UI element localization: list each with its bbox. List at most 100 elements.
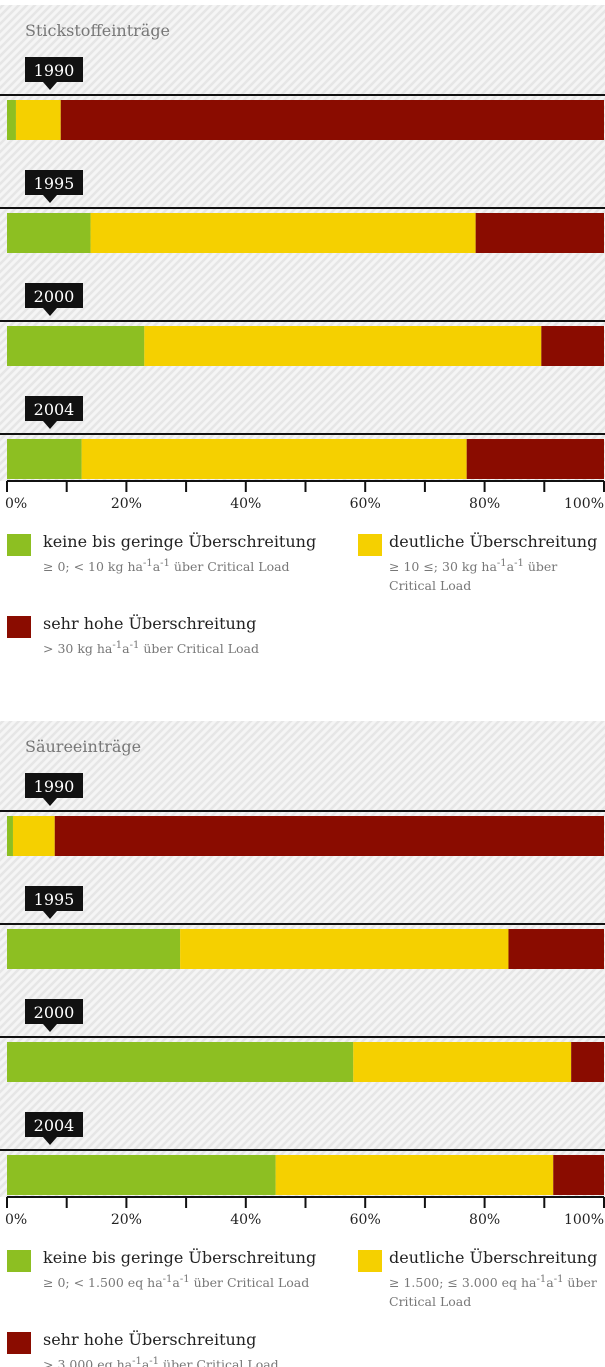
bar-segment [12, 816, 55, 856]
bar-segment [7, 816, 13, 856]
legend-swatch [7, 1250, 31, 1272]
legend-name: keine bis geringe Überschreitung [43, 532, 317, 551]
x-tick-label: 60% [350, 496, 381, 512]
bar-segment [7, 213, 91, 253]
bar-segment [275, 1155, 554, 1195]
year-label: 1995 [34, 890, 75, 909]
x-tick-label: 80% [469, 496, 500, 512]
note-part: a [152, 559, 161, 575]
year-tag [25, 886, 83, 919]
bar-segment [90, 213, 476, 253]
bar-segment [553, 1155, 604, 1195]
note-part: -1 [132, 1356, 142, 1367]
bar-segment [508, 929, 604, 969]
legend-note: ≥ 0; < 1.500 eq ha-1a-1 über Critical Lo… [43, 1270, 327, 1292]
chart: Säureeinträge 1990 1995 2000 2004 0% 20% 40% 60%… [0, 721, 605, 1228]
bar-segment [7, 929, 181, 969]
bar-segment [541, 326, 604, 366]
bar-segment [7, 439, 82, 479]
x-tick-label: 100% [564, 496, 604, 512]
year-label: 1990 [34, 777, 75, 796]
note-part: -1 [160, 558, 170, 569]
chart-panel: Stickstoffeinträge 1990 1995 2000 2004 0% 20% 4… [0, 0, 605, 656]
legend-note: ≥ 0; < 10 kg ha-1a-1 über Critical Load [43, 554, 327, 576]
year-label: 2004 [34, 1116, 75, 1135]
year-tag [25, 1112, 83, 1145]
chart-title: Stickstoffeinträge [25, 21, 170, 40]
legend-name: deutliche Überschreitung [389, 532, 598, 551]
x-tick-label: 20% [111, 1212, 142, 1228]
note-part: -1 [496, 558, 507, 569]
year-label: 2000 [34, 287, 75, 306]
legend-note: > 30 kg ha-1a-1 über Critical Load [43, 636, 327, 658]
year-label: 1990 [34, 61, 75, 80]
year-tag [25, 773, 83, 806]
bar-segment [15, 100, 61, 140]
note-part: ≥ 0; < 10 kg ha [43, 559, 143, 575]
legend-swatch [7, 616, 31, 638]
bar-segment [475, 213, 604, 253]
year-label: 2000 [34, 1003, 75, 1022]
bar-segment [571, 1042, 604, 1082]
note-part: -1 [162, 1274, 173, 1285]
note-part: über Critical Load [169, 559, 290, 575]
legend-swatch [358, 534, 382, 556]
note-part: -1 [112, 640, 123, 651]
note-part: über Critical Load [159, 1357, 279, 1367]
legend-note: ≥ 10 ≤; 30 kg ha-1a-1 über Critical Load [389, 554, 598, 595]
legend-name: deutliche Überschreitung [389, 1248, 598, 1267]
note-part: über Critical Load [139, 641, 259, 657]
note-part: über Critical Load [189, 1275, 310, 1291]
x-tick-label: 40% [230, 1212, 261, 1228]
legend-item: keine bis geringe Überschreitung ≥ 0; < 1… [7, 1248, 327, 1308]
year-tag [25, 170, 83, 203]
year-tag [25, 396, 83, 429]
legend-name: keine bis geringe Überschreitung [43, 1248, 317, 1267]
note-part: -1 [536, 1274, 547, 1285]
note-part: ≥ 10 ≤; 30 kg ha [389, 559, 497, 575]
legend-note: > 3.000 eq ha-1a-1 über Critical Load [43, 1352, 327, 1367]
bar-segment [60, 100, 605, 140]
legend-swatch [7, 534, 31, 556]
x-tick-label: 100% [564, 1212, 604, 1228]
year-tag [25, 57, 83, 90]
note-part: -1 [514, 558, 524, 569]
bar-segment [7, 1155, 276, 1195]
legend-name: sehr hohe Überschreitung [43, 614, 257, 633]
note-part: über Critical Load [389, 1275, 597, 1310]
x-tick-label: 80% [469, 1212, 500, 1228]
year-tag [25, 999, 83, 1032]
legend-item: deutliche Überschreitung ≥ 10 ≤; 30 kg ha… [358, 532, 598, 595]
note-part: a [141, 1357, 150, 1367]
note-part: a [546, 1275, 554, 1291]
x-tick-label: 20% [111, 496, 142, 512]
year-label: 2004 [34, 400, 75, 419]
chart-panel: Säureeinträge 1990 1995 2000 2004 0% 20% 40% 60%… [0, 716, 605, 1367]
legend-item: deutliche Überschreitung ≥ 1.500; ≤ 3.000… [358, 1248, 598, 1310]
note-part: a [122, 641, 130, 657]
bar-segment [7, 1042, 354, 1082]
note-part: -1 [142, 558, 153, 569]
bar-segment [7, 100, 16, 140]
bar-segment [54, 816, 604, 856]
note-part: -1 [129, 640, 140, 651]
note-part: > 3.000 eq ha [43, 1357, 133, 1367]
legend-name: sehr hohe Überschreitung [43, 1330, 257, 1349]
note-part: -1 [553, 1274, 564, 1285]
bar-segment [7, 326, 145, 366]
bar-segment [180, 929, 509, 969]
note-part: ≥ 0; < 1.500 eq ha [43, 1275, 163, 1291]
note-part: -1 [179, 1274, 190, 1285]
x-tick-label: 60% [350, 1212, 381, 1228]
year-tag [25, 283, 83, 316]
legend-item: keine bis geringe Überschreitung ≥ 0; < 1… [7, 532, 327, 592]
note-part: > 30 kg ha [43, 641, 113, 657]
legend-swatch [7, 1332, 31, 1354]
legend-swatch [358, 1250, 382, 1272]
bar-segment [353, 1042, 572, 1082]
chart: Stickstoffeinträge 1990 1995 2000 2004 0% 20% 4… [0, 5, 605, 512]
note-part: ≥ 1.500; ≤ 3.000 eq ha [389, 1275, 537, 1291]
x-tick-label: 40% [230, 496, 261, 512]
chart-title: Säureeinträge [25, 737, 141, 756]
